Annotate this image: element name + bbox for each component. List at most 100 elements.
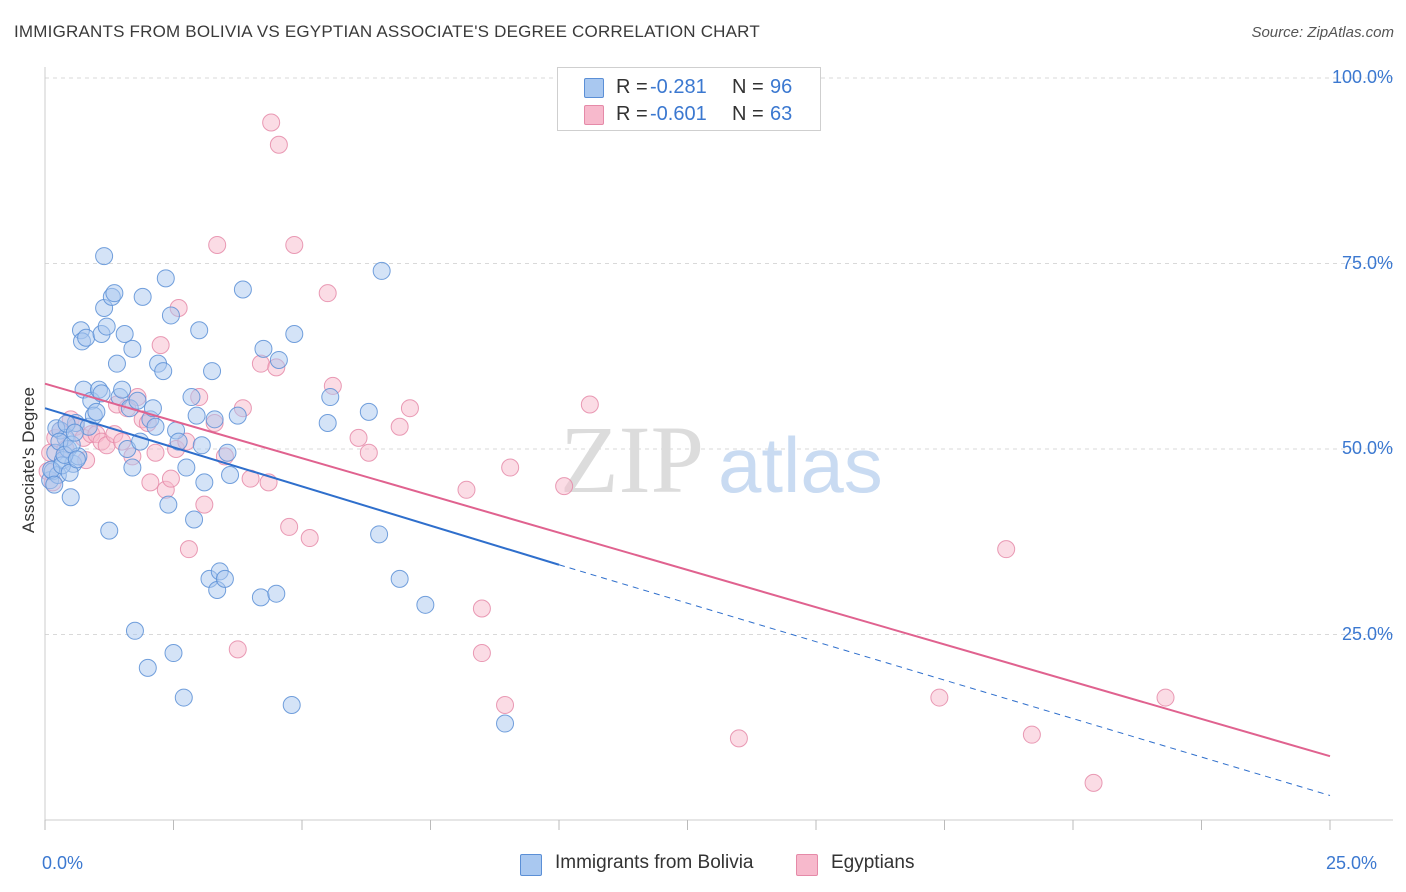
bolivia-point (254, 339, 273, 358)
bolivia-point (359, 402, 378, 421)
bolivia-swatch (584, 78, 604, 98)
r-label: R = (616, 103, 648, 125)
egyptians-point (300, 529, 319, 548)
n-value: 63 (770, 103, 793, 125)
egyptians-point (1156, 688, 1175, 707)
bolivia-point (169, 432, 188, 451)
bolivia-point (77, 328, 96, 347)
bolivia-point (221, 465, 240, 484)
bolivia-point (123, 339, 142, 358)
n-value: 96 (770, 76, 793, 98)
x-tick-label-max: 25.0% (1326, 853, 1378, 873)
bolivia-point (161, 306, 180, 325)
egyptians-point (280, 517, 299, 536)
bolivia-point (192, 436, 211, 455)
bolivia-points (41, 247, 515, 733)
egyptians-point (472, 599, 491, 618)
bolivia-point (416, 595, 435, 614)
source-label: Source: ZipAtlas.com (1251, 24, 1394, 41)
egyptians-point (161, 469, 180, 488)
bolivia-point (267, 584, 286, 603)
bolivia-point (187, 406, 206, 425)
bolivia-point (146, 417, 165, 436)
egyptians-point (141, 473, 160, 492)
r-value: -0.281 (650, 76, 707, 98)
y-tick-label: 75.0% (1341, 252, 1393, 273)
y-tick-label: 100.0% (1331, 67, 1393, 87)
stats-row-bolivia: R = -0.281 N = 96 (558, 74, 820, 100)
bolivia-point (67, 450, 86, 469)
watermark-atlas: atlas (718, 421, 883, 509)
egyptians-point (251, 354, 270, 373)
bolivia-point (107, 354, 126, 373)
bolivia-point (138, 658, 157, 677)
egyptians-point (208, 235, 227, 254)
axes (44, 67, 1393, 830)
egyptians-point (195, 495, 214, 514)
bolivia-point (97, 317, 116, 336)
bolivia-point (182, 388, 201, 407)
bolivia-point (215, 569, 234, 588)
watermark-zip: ZIP (560, 406, 704, 513)
stats-row-egyptians: R = -0.601 N = 63 (558, 101, 820, 127)
egyptians-point (1022, 725, 1041, 744)
bolivia-point (218, 443, 237, 462)
bolivia-point (228, 406, 247, 425)
bolivia-trend-line (44, 407, 560, 566)
bolivia-point (372, 261, 391, 280)
egyptians-point (318, 284, 337, 303)
bolivia-point (233, 280, 252, 299)
egyptians-swatch (796, 854, 818, 876)
bolivia-point (123, 458, 142, 477)
bolivia-point (285, 324, 304, 343)
egyptians-point (400, 399, 419, 418)
bolivia-point (205, 410, 224, 429)
bolivia-point (131, 432, 150, 451)
egyptians-point (580, 395, 599, 414)
bolivia-point (156, 269, 175, 288)
bolivia-point (45, 475, 64, 494)
bolivia-point (190, 321, 209, 340)
bolivia-point (105, 284, 124, 303)
y-axis-label: Associate's Degree (19, 387, 38, 533)
bolivia-point (133, 287, 152, 306)
x-tick-label-min: 0.0% (42, 853, 84, 873)
bolivia-point (92, 384, 111, 403)
egyptians-point (262, 113, 281, 132)
bolivia-point (113, 380, 132, 399)
bolivia-point (251, 588, 270, 607)
egyptians-point (146, 443, 165, 462)
bolivia-point (321, 388, 340, 407)
egyptians-point (179, 540, 198, 559)
egyptians-point (151, 336, 170, 355)
bolivia-point (128, 391, 147, 410)
trend-lines (44, 382, 1331, 796)
egyptians-point (1084, 773, 1103, 792)
bolivia-point (115, 324, 134, 343)
r-value: -0.601 (650, 103, 707, 125)
bolivia-point (195, 473, 214, 492)
n-label: N = (732, 103, 764, 125)
egyptians-point (359, 443, 378, 462)
bolivia-point (154, 362, 173, 381)
bolivia-point (87, 402, 106, 421)
egyptians-point (496, 695, 515, 714)
n-label: N = (732, 76, 764, 98)
bolivia-point (496, 714, 515, 733)
grid-lines (45, 77, 1393, 635)
bolivia-point (61, 488, 80, 507)
bolivia-point (65, 423, 84, 442)
egyptians-point (472, 644, 491, 663)
bolivia-point (159, 495, 178, 514)
stats-legend: R = -0.281 N = 96 R = -0.601 N = 63 (557, 67, 821, 131)
bolivia-trend-extension (558, 564, 1331, 796)
legend-label: Egyptians (831, 852, 915, 873)
bolivia-point (100, 521, 119, 540)
r-label: R = (616, 76, 648, 98)
bolivia-point (203, 362, 222, 381)
legend-label: Immigrants from Bolivia (555, 852, 754, 873)
bolivia-swatch (520, 854, 542, 876)
bolivia-point (370, 525, 389, 544)
y-tick-label: 25.0% (1341, 623, 1393, 644)
